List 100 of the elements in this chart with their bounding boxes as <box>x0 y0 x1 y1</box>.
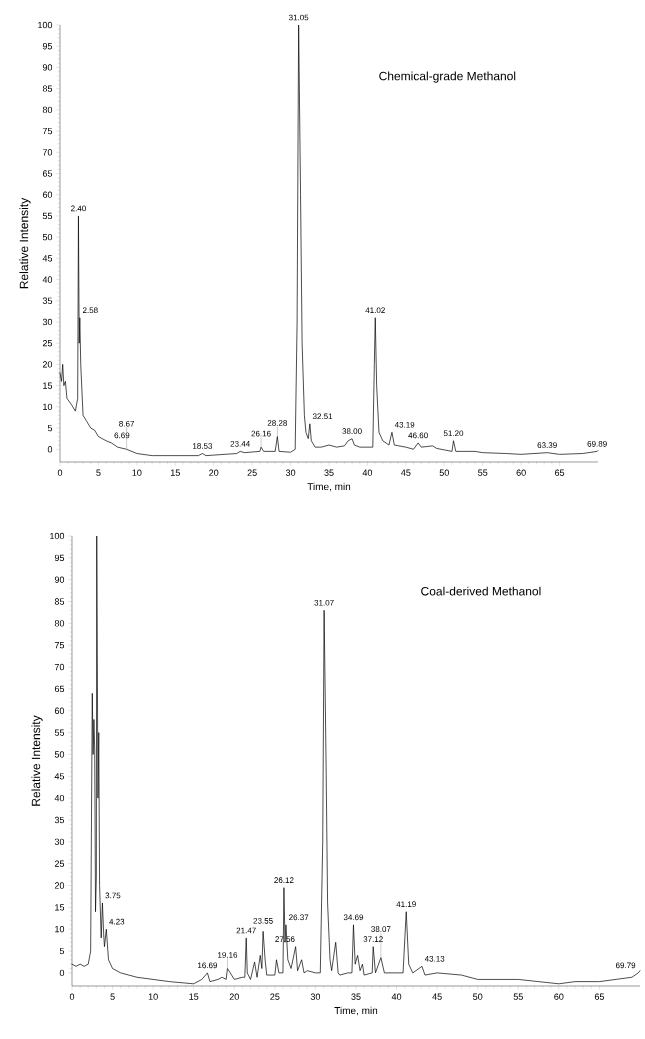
x-tick-label: 65 <box>594 993 605 1000</box>
y-tick-label: 25 <box>54 860 65 867</box>
y-tick-label: 50 <box>42 233 53 241</box>
annotation: 2.40 <box>71 205 86 212</box>
annotation: 31.07 <box>314 599 334 606</box>
y-tick-label: 70 <box>42 149 53 156</box>
annotation: 6.69 <box>114 432 130 439</box>
x-tick-label: 5 <box>110 993 115 1000</box>
x-tick-label: 25 <box>270 993 280 1000</box>
annotation: 37.12 <box>363 936 383 942</box>
x-tick-label: 5 <box>96 469 101 476</box>
x-tick-label: 50 <box>439 469 449 476</box>
y-tick-label: 90 <box>54 576 65 583</box>
annotation: 18.53 <box>193 443 213 449</box>
annotation: 38.00 <box>342 428 362 434</box>
y-tick-label: 15 <box>43 382 53 389</box>
annotation: 3.75 <box>105 892 121 899</box>
y-tick-label: 35 <box>42 297 53 304</box>
y-tick-label: 10 <box>43 403 53 411</box>
y-tick-label: 65 <box>42 170 53 177</box>
y-tick-label: 25 <box>42 340 53 347</box>
y-tick-label: 75 <box>42 127 53 135</box>
y-tick-label: 75 <box>54 642 65 649</box>
annotation: 26.37 <box>289 914 309 921</box>
y-tick-label: 0 <box>59 969 65 977</box>
y-tick-label: 90 <box>42 64 53 71</box>
y-tick-label: 15 <box>55 904 65 911</box>
x-tick-label: 65 <box>555 469 565 476</box>
x-tick-label: 35 <box>351 993 361 1000</box>
y-tick-label: 70 <box>54 663 65 671</box>
y-tick-label: 60 <box>42 191 53 198</box>
y-tick-label: 45 <box>54 773 65 780</box>
y-tick-label: 10 <box>55 926 65 933</box>
x-tick-label: 30 <box>285 469 296 476</box>
y-tick-label: 20 <box>54 882 65 889</box>
y-tick-label: 40 <box>54 794 65 802</box>
annotation: 41.02 <box>365 307 385 314</box>
annotation: 69.89 <box>587 441 607 447</box>
annotation: 43.13 <box>424 955 445 962</box>
annotation: 43.19 <box>394 421 415 428</box>
x-tick-label: 60 <box>554 993 564 1000</box>
y-tick-label: 80 <box>54 620 65 627</box>
annotation: 51.20 <box>443 430 464 437</box>
y-tick-label: 55 <box>42 212 53 220</box>
annotation: 63.39 <box>537 442 557 448</box>
x-tick-label: 15 <box>170 469 180 476</box>
y-tick-label: 55 <box>54 729 65 736</box>
y-tick-label: 85 <box>54 598 65 605</box>
y-axis-title: Relative Intensity <box>19 197 31 289</box>
y-tick-label: 45 <box>42 255 53 262</box>
y-tick-label: 95 <box>42 43 53 50</box>
y-tick-label: 30 <box>54 838 65 846</box>
x-tick-label: 40 <box>391 993 402 1000</box>
y-tick-label: 30 <box>42 318 53 326</box>
y-tick-label: 50 <box>54 751 65 758</box>
y-axis-title: Relative Intensity <box>31 715 43 806</box>
y-tick-label: 35 <box>54 816 65 824</box>
x-tick-label: 55 <box>478 469 488 476</box>
y-tick-label: 5 <box>47 424 53 432</box>
annotation: 38.07 <box>371 926 391 932</box>
annotation: 31.05 <box>288 14 309 21</box>
annotation: 21.47 <box>236 927 256 934</box>
text: Chemical-grade Methanol <box>379 71 516 83</box>
annotation: 16.69 <box>198 962 218 969</box>
x-tick-label: 55 <box>513 993 523 1000</box>
x-tick-label: 15 <box>189 993 199 1000</box>
y-tick-label: 100 <box>50 532 65 540</box>
annotation: 19.16 <box>218 952 238 958</box>
y-tick-label: 40 <box>42 276 53 283</box>
annotation: 4.23 <box>109 918 125 925</box>
x-tick-label: 50 <box>473 993 483 1000</box>
annotation: 69.79 <box>615 962 636 969</box>
annotation: 34.69 <box>343 914 364 921</box>
y-tick-label: 85 <box>42 85 53 92</box>
x-tick-label: 60 <box>516 469 526 476</box>
annotation: 46.60 <box>408 432 428 439</box>
annotation: 8.67 <box>119 420 135 427</box>
annotation: 32.51 <box>312 413 333 420</box>
annotation: 2.58 <box>82 307 98 314</box>
x-tick-label: 0 <box>69 993 75 1000</box>
y-tick-label: 65 <box>54 685 65 693</box>
x-tick-label: 25 <box>247 469 257 476</box>
y-tick-label: 100 <box>38 21 53 29</box>
y-tick-label: 95 <box>54 554 65 562</box>
annotation: 28.28 <box>267 420 287 426</box>
x-tick-label: 20 <box>209 469 219 476</box>
text: Coal-derived Methanol <box>421 586 541 596</box>
annotation: 23.44 <box>230 441 250 447</box>
x-tick-label: 45 <box>401 469 411 476</box>
y-tick-label: 60 <box>54 707 65 714</box>
x-tick-label: 30 <box>310 993 321 1000</box>
x-tick-label: 20 <box>229 993 239 1000</box>
annotation: 41.19 <box>396 901 416 908</box>
x-axis-title: Time, min <box>307 482 351 492</box>
annotation: 26.16 <box>251 430 271 437</box>
y-tick-label: 20 <box>42 361 53 368</box>
x-tick-label: 10 <box>132 469 142 476</box>
y-tick-label: 80 <box>42 106 53 114</box>
annotation: 23.55 <box>253 918 273 924</box>
x-axis-title: Time, min <box>334 1006 378 1016</box>
